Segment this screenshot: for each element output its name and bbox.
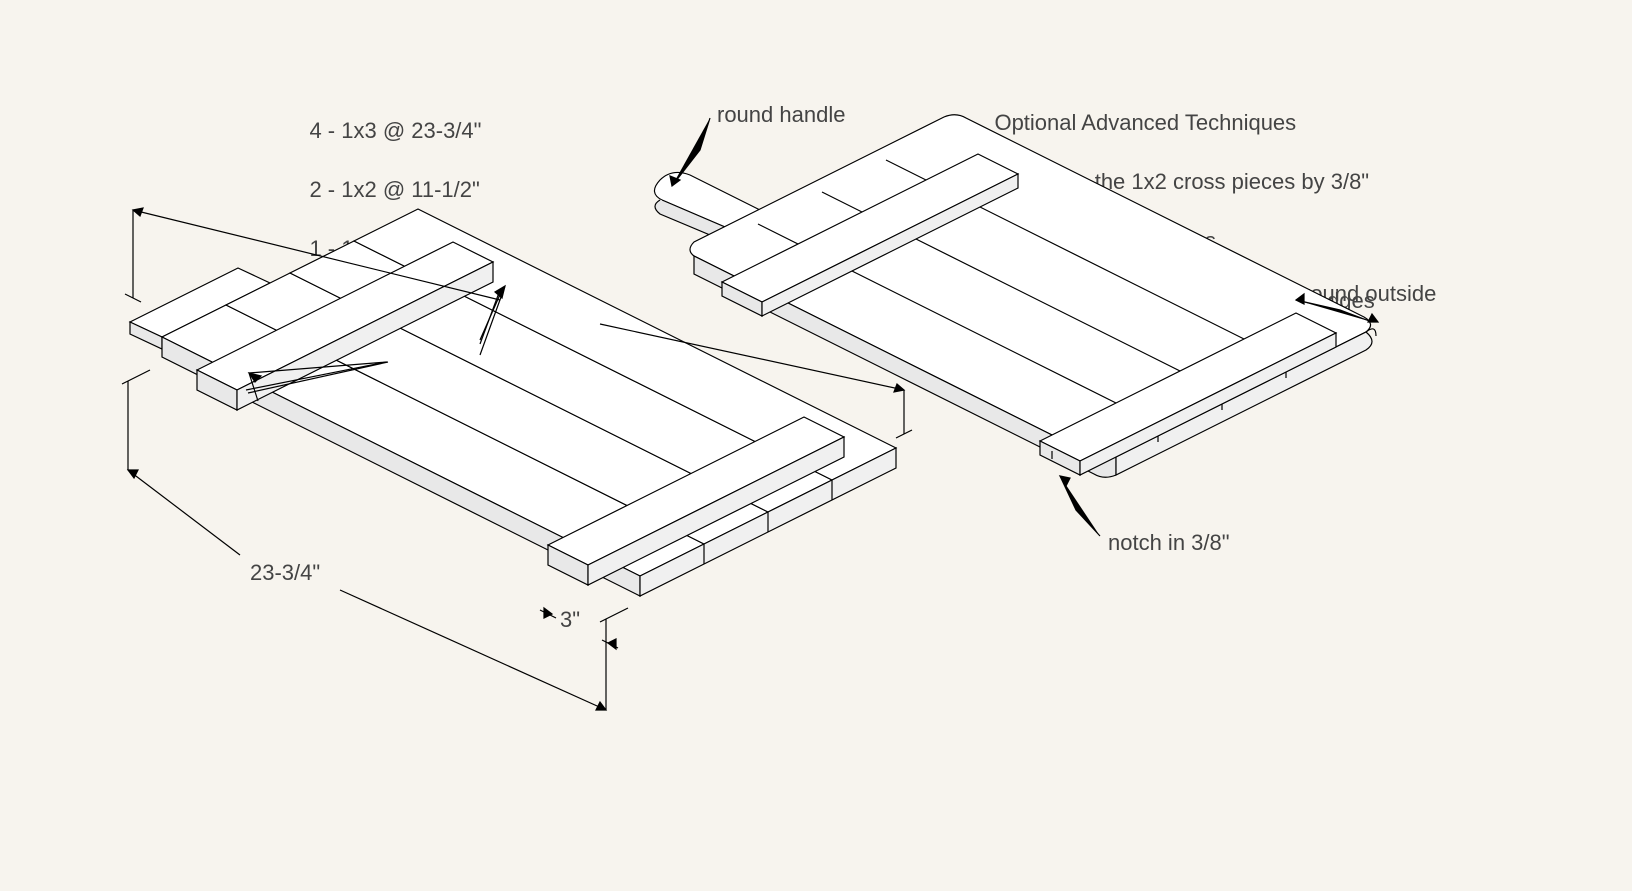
right-board-svg bbox=[0, 0, 1632, 891]
diagram-stage: 4 - 1x3 @ 23-3/4" 2 - 1x2 @ 11-1/2" 1 - … bbox=[0, 0, 1632, 891]
